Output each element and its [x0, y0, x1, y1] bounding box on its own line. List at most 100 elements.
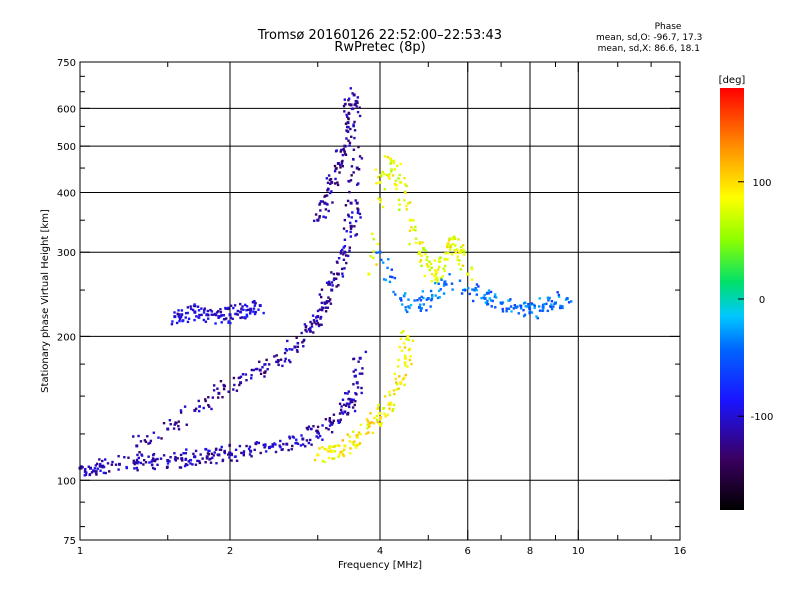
data-point [418, 241, 422, 244]
data-point [341, 450, 344, 453]
data-point [437, 268, 440, 271]
data-point [570, 300, 573, 303]
data-point [378, 422, 381, 426]
data-point [203, 307, 207, 310]
data-point [144, 440, 148, 443]
data-point [296, 350, 299, 353]
data-point [207, 403, 210, 407]
data-point [474, 287, 477, 290]
data-point [217, 391, 221, 395]
data-point [98, 458, 101, 461]
data-point [253, 312, 257, 316]
data-point [334, 177, 337, 181]
data-point [343, 110, 346, 113]
data-point [404, 361, 407, 364]
data-point [523, 313, 527, 316]
data-point [230, 452, 233, 456]
data-point [352, 398, 355, 402]
data-point [173, 311, 176, 314]
data-point [175, 321, 179, 325]
data-point [380, 258, 383, 262]
data-point [433, 269, 437, 272]
data-point [232, 388, 235, 391]
data-point [227, 390, 230, 393]
data-point [309, 438, 312, 442]
data-point [446, 243, 449, 247]
data-point [217, 453, 221, 457]
data-point [284, 357, 287, 360]
data-point [380, 175, 383, 178]
data-point [367, 272, 371, 276]
data-point [418, 242, 422, 245]
data-point [404, 309, 408, 312]
data-point [262, 311, 265, 315]
data-point [264, 370, 267, 373]
data-point [533, 304, 536, 308]
data-point [318, 308, 322, 311]
data-point [324, 208, 328, 211]
data-point [184, 316, 187, 319]
data-point [323, 447, 326, 451]
data-point [414, 229, 417, 232]
data-point [567, 301, 571, 304]
data-point [399, 297, 403, 301]
data-point [449, 245, 452, 249]
data-point [238, 444, 242, 448]
data-point [239, 310, 243, 314]
data-point [249, 311, 252, 314]
data-point [433, 281, 437, 285]
data-point [343, 267, 346, 270]
data-point [347, 97, 351, 100]
data-point [214, 322, 217, 325]
data-point [222, 387, 226, 391]
data-point [106, 462, 110, 465]
data-point [475, 293, 479, 296]
data-point [240, 451, 243, 455]
data-point [416, 299, 419, 302]
data-point [462, 248, 465, 251]
data-point [285, 442, 289, 446]
data-point [443, 264, 447, 268]
data-point [419, 307, 423, 310]
data-point [421, 241, 424, 244]
data-point [294, 441, 297, 445]
data-point [319, 295, 323, 299]
data-point [337, 284, 340, 287]
data-point [354, 374, 357, 378]
data-point [475, 283, 479, 286]
data-point [221, 395, 224, 399]
data-point [102, 465, 106, 469]
data-point [252, 307, 256, 310]
data-point [195, 315, 198, 318]
data-point [433, 274, 437, 278]
data-point [448, 237, 452, 240]
data-point [404, 306, 407, 309]
data-point [168, 460, 171, 463]
data-point [325, 426, 328, 430]
data-point [327, 283, 330, 286]
data-point [345, 137, 348, 140]
data-point [250, 377, 253, 380]
data-point [514, 305, 518, 309]
data-point [153, 459, 157, 463]
data-point [204, 399, 207, 403]
data-point [475, 288, 478, 292]
data-point [276, 360, 280, 364]
data-point [386, 413, 389, 416]
data-point [352, 430, 355, 433]
x-tick-label: 2 [227, 546, 233, 557]
data-point [348, 246, 352, 249]
data-point [466, 272, 470, 276]
data-point [377, 403, 380, 407]
data-point [258, 360, 261, 364]
data-point [103, 458, 107, 461]
data-point [509, 305, 513, 308]
data-point [340, 411, 343, 414]
data-point [135, 458, 139, 462]
data-point [257, 441, 261, 445]
data-point [388, 280, 392, 284]
data-point [148, 441, 152, 445]
data-point [310, 325, 314, 328]
data-point [381, 170, 385, 174]
